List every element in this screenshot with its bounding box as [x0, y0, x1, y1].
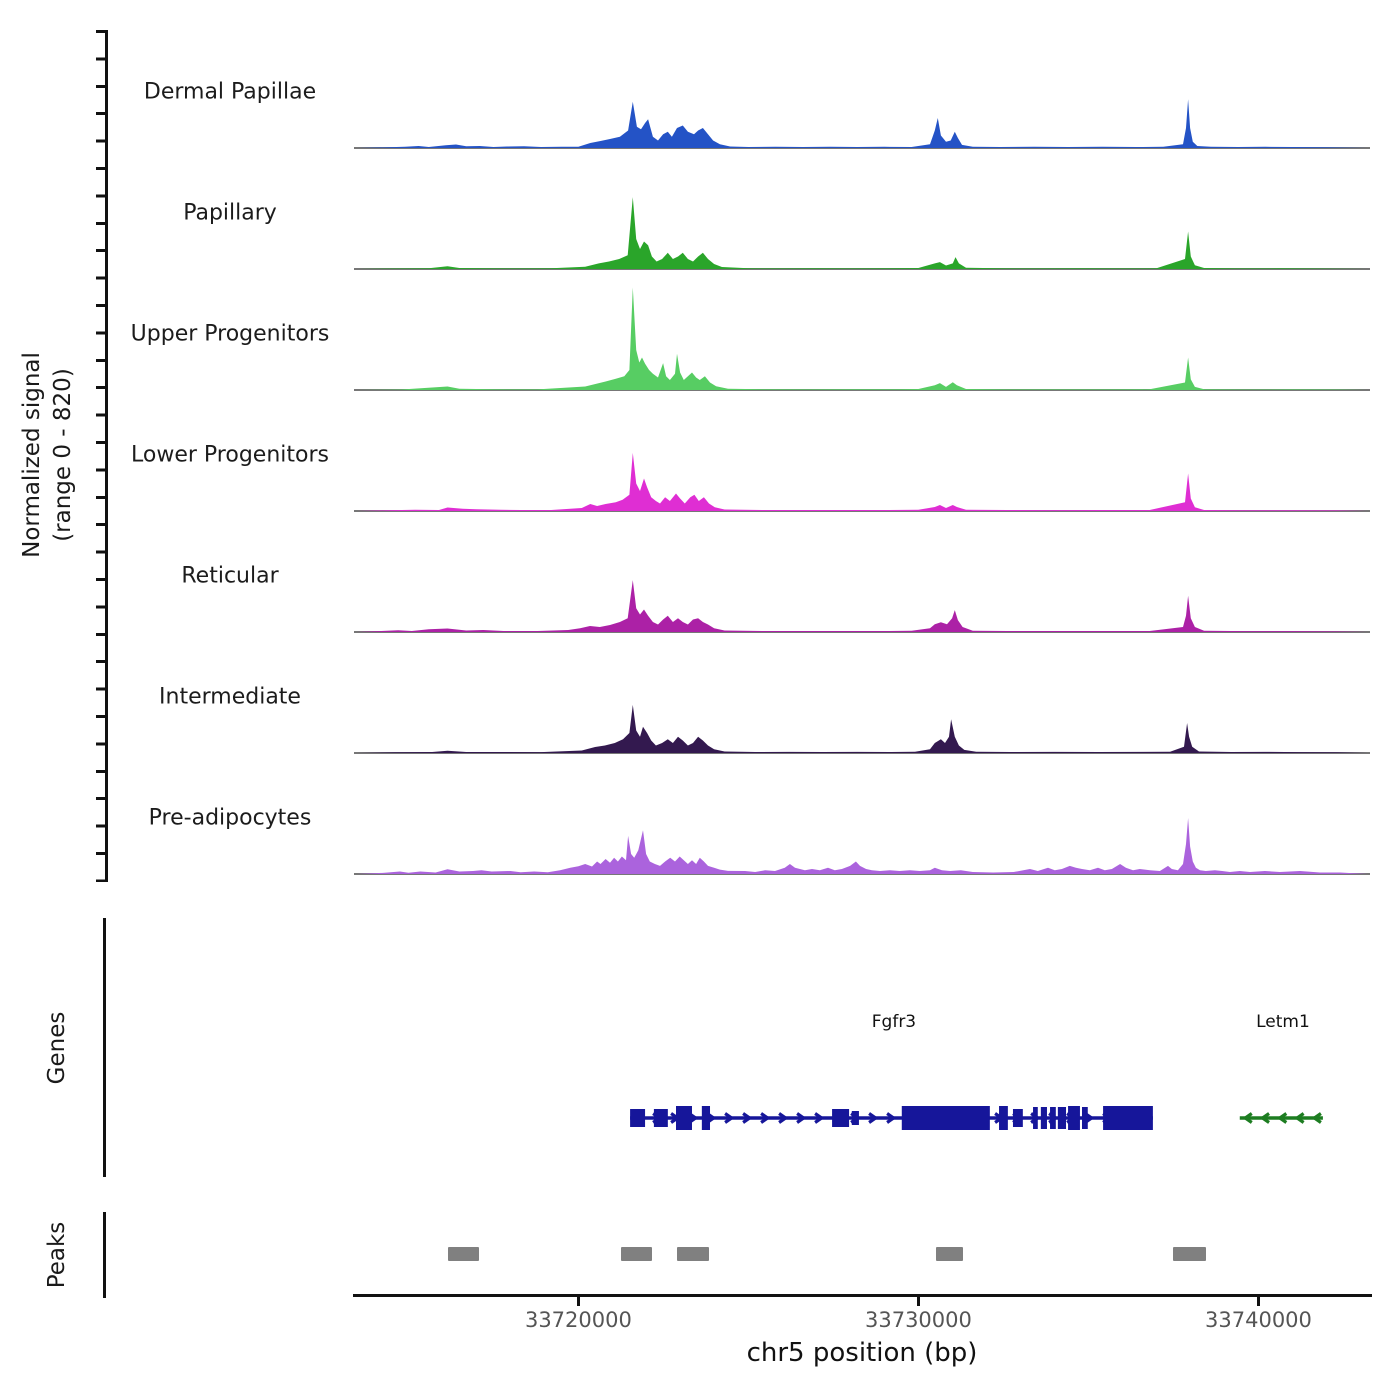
- track-label-lower-progenitors: Lower Progenitors: [131, 442, 329, 468]
- exon-box: [701, 1106, 711, 1130]
- y-axis-label: Normalized signal (range 0 - 820): [17, 352, 79, 558]
- strand-arrow-icon: [1277, 1112, 1288, 1124]
- track-label-intermediate: Intermediate: [159, 684, 301, 710]
- exon-box: [676, 1106, 692, 1130]
- strand-arrow-icon: [886, 1112, 897, 1124]
- peak-interval: [1173, 1247, 1207, 1261]
- signal-axis-ruler: [96, 30, 108, 882]
- strand-arrow-icon: [868, 1112, 879, 1124]
- signal-track-lower-progenitors: [354, 452, 1370, 512]
- strand-arrow-icon: [796, 1112, 807, 1124]
- signal-area: [354, 197, 1370, 269]
- strand-arrow-icon: [1242, 1112, 1253, 1124]
- exon-box: [1081, 1107, 1088, 1129]
- exon-box: [1040, 1107, 1047, 1129]
- gene-models: [630, 1106, 1323, 1130]
- exon-box: [653, 1109, 668, 1127]
- exon-box: [851, 1111, 859, 1125]
- signal-area: [354, 452, 1370, 511]
- gene-name-letm1: Letm1: [1256, 1012, 1310, 1032]
- strand-arrow-icon: [814, 1112, 825, 1124]
- exon-box: [1033, 1107, 1038, 1129]
- signal-area: [354, 287, 1370, 390]
- x-tick-mark: [916, 1294, 920, 1306]
- exon-box: [1012, 1109, 1023, 1127]
- exon-box: [630, 1109, 646, 1127]
- x-tick-mark: [1256, 1294, 1260, 1306]
- signal-track-upper-progenitors: [354, 287, 1370, 391]
- exon-box: [1068, 1106, 1080, 1130]
- exon-box: [832, 1109, 850, 1127]
- track-label-pre-adipocytes: Pre-adipocytes: [148, 805, 312, 831]
- track-label-dermal-papillae: Dermal Papillae: [143, 79, 317, 105]
- strand-arrow-icon: [778, 1112, 789, 1124]
- exon-box: [1103, 1106, 1153, 1130]
- strand-arrow-icon: [1311, 1112, 1322, 1124]
- gene-name-fgfr3: Fgfr3: [871, 1012, 917, 1032]
- peak-interval: [677, 1247, 709, 1261]
- peak-interval: [447, 1247, 480, 1261]
- signal-track-dermal-papillae: [354, 99, 1370, 149]
- x-tick-label: 33730000: [864, 1308, 972, 1332]
- exon-box: [999, 1106, 1008, 1130]
- signal-area: [354, 704, 1370, 753]
- peaks-axis-line: [103, 1212, 106, 1298]
- x-tick-label: 33740000: [1205, 1308, 1312, 1332]
- x-axis-title: chr5 position (bp): [746, 1338, 978, 1368]
- strand-arrow-icon: [742, 1112, 753, 1124]
- exon-box: [1050, 1107, 1056, 1129]
- strand-arrow-icon: [724, 1112, 735, 1124]
- signal-track-reticular: [354, 580, 1370, 633]
- y-axis-label-line2: (range 0 - 820): [50, 368, 76, 542]
- track-label-reticular: Reticular: [181, 563, 279, 589]
- signal-area: [354, 818, 1370, 874]
- signal-area: [354, 580, 1370, 632]
- strand-arrow-icon: [1294, 1112, 1305, 1124]
- genes-axis-line: [103, 918, 106, 1177]
- genes-section-label: Genes: [44, 1011, 70, 1085]
- exon-box: [901, 1106, 990, 1130]
- x-tick-label: 33720000: [524, 1308, 632, 1332]
- x-axis-line: [353, 1294, 1372, 1297]
- y-axis-label-line1: Normalized signal: [19, 352, 45, 558]
- track-label-papillary: Papillary: [183, 200, 277, 226]
- x-tick-mark: [576, 1294, 580, 1306]
- strand-arrow-icon: [1259, 1112, 1270, 1124]
- peak-interval: [936, 1247, 964, 1261]
- exon-box: [1057, 1107, 1067, 1129]
- peaks-section-label: Peaks: [44, 1221, 70, 1289]
- track-label-upper-progenitors: Upper Progenitors: [130, 321, 330, 347]
- signal-track-papillary: [354, 197, 1370, 270]
- signal-track-intermediate: [354, 704, 1370, 754]
- strand-arrow-icon: [760, 1112, 771, 1124]
- signal-area: [354, 99, 1370, 148]
- peak-interval: [620, 1247, 652, 1261]
- signal-track-pre-adipocytes: [354, 818, 1370, 875]
